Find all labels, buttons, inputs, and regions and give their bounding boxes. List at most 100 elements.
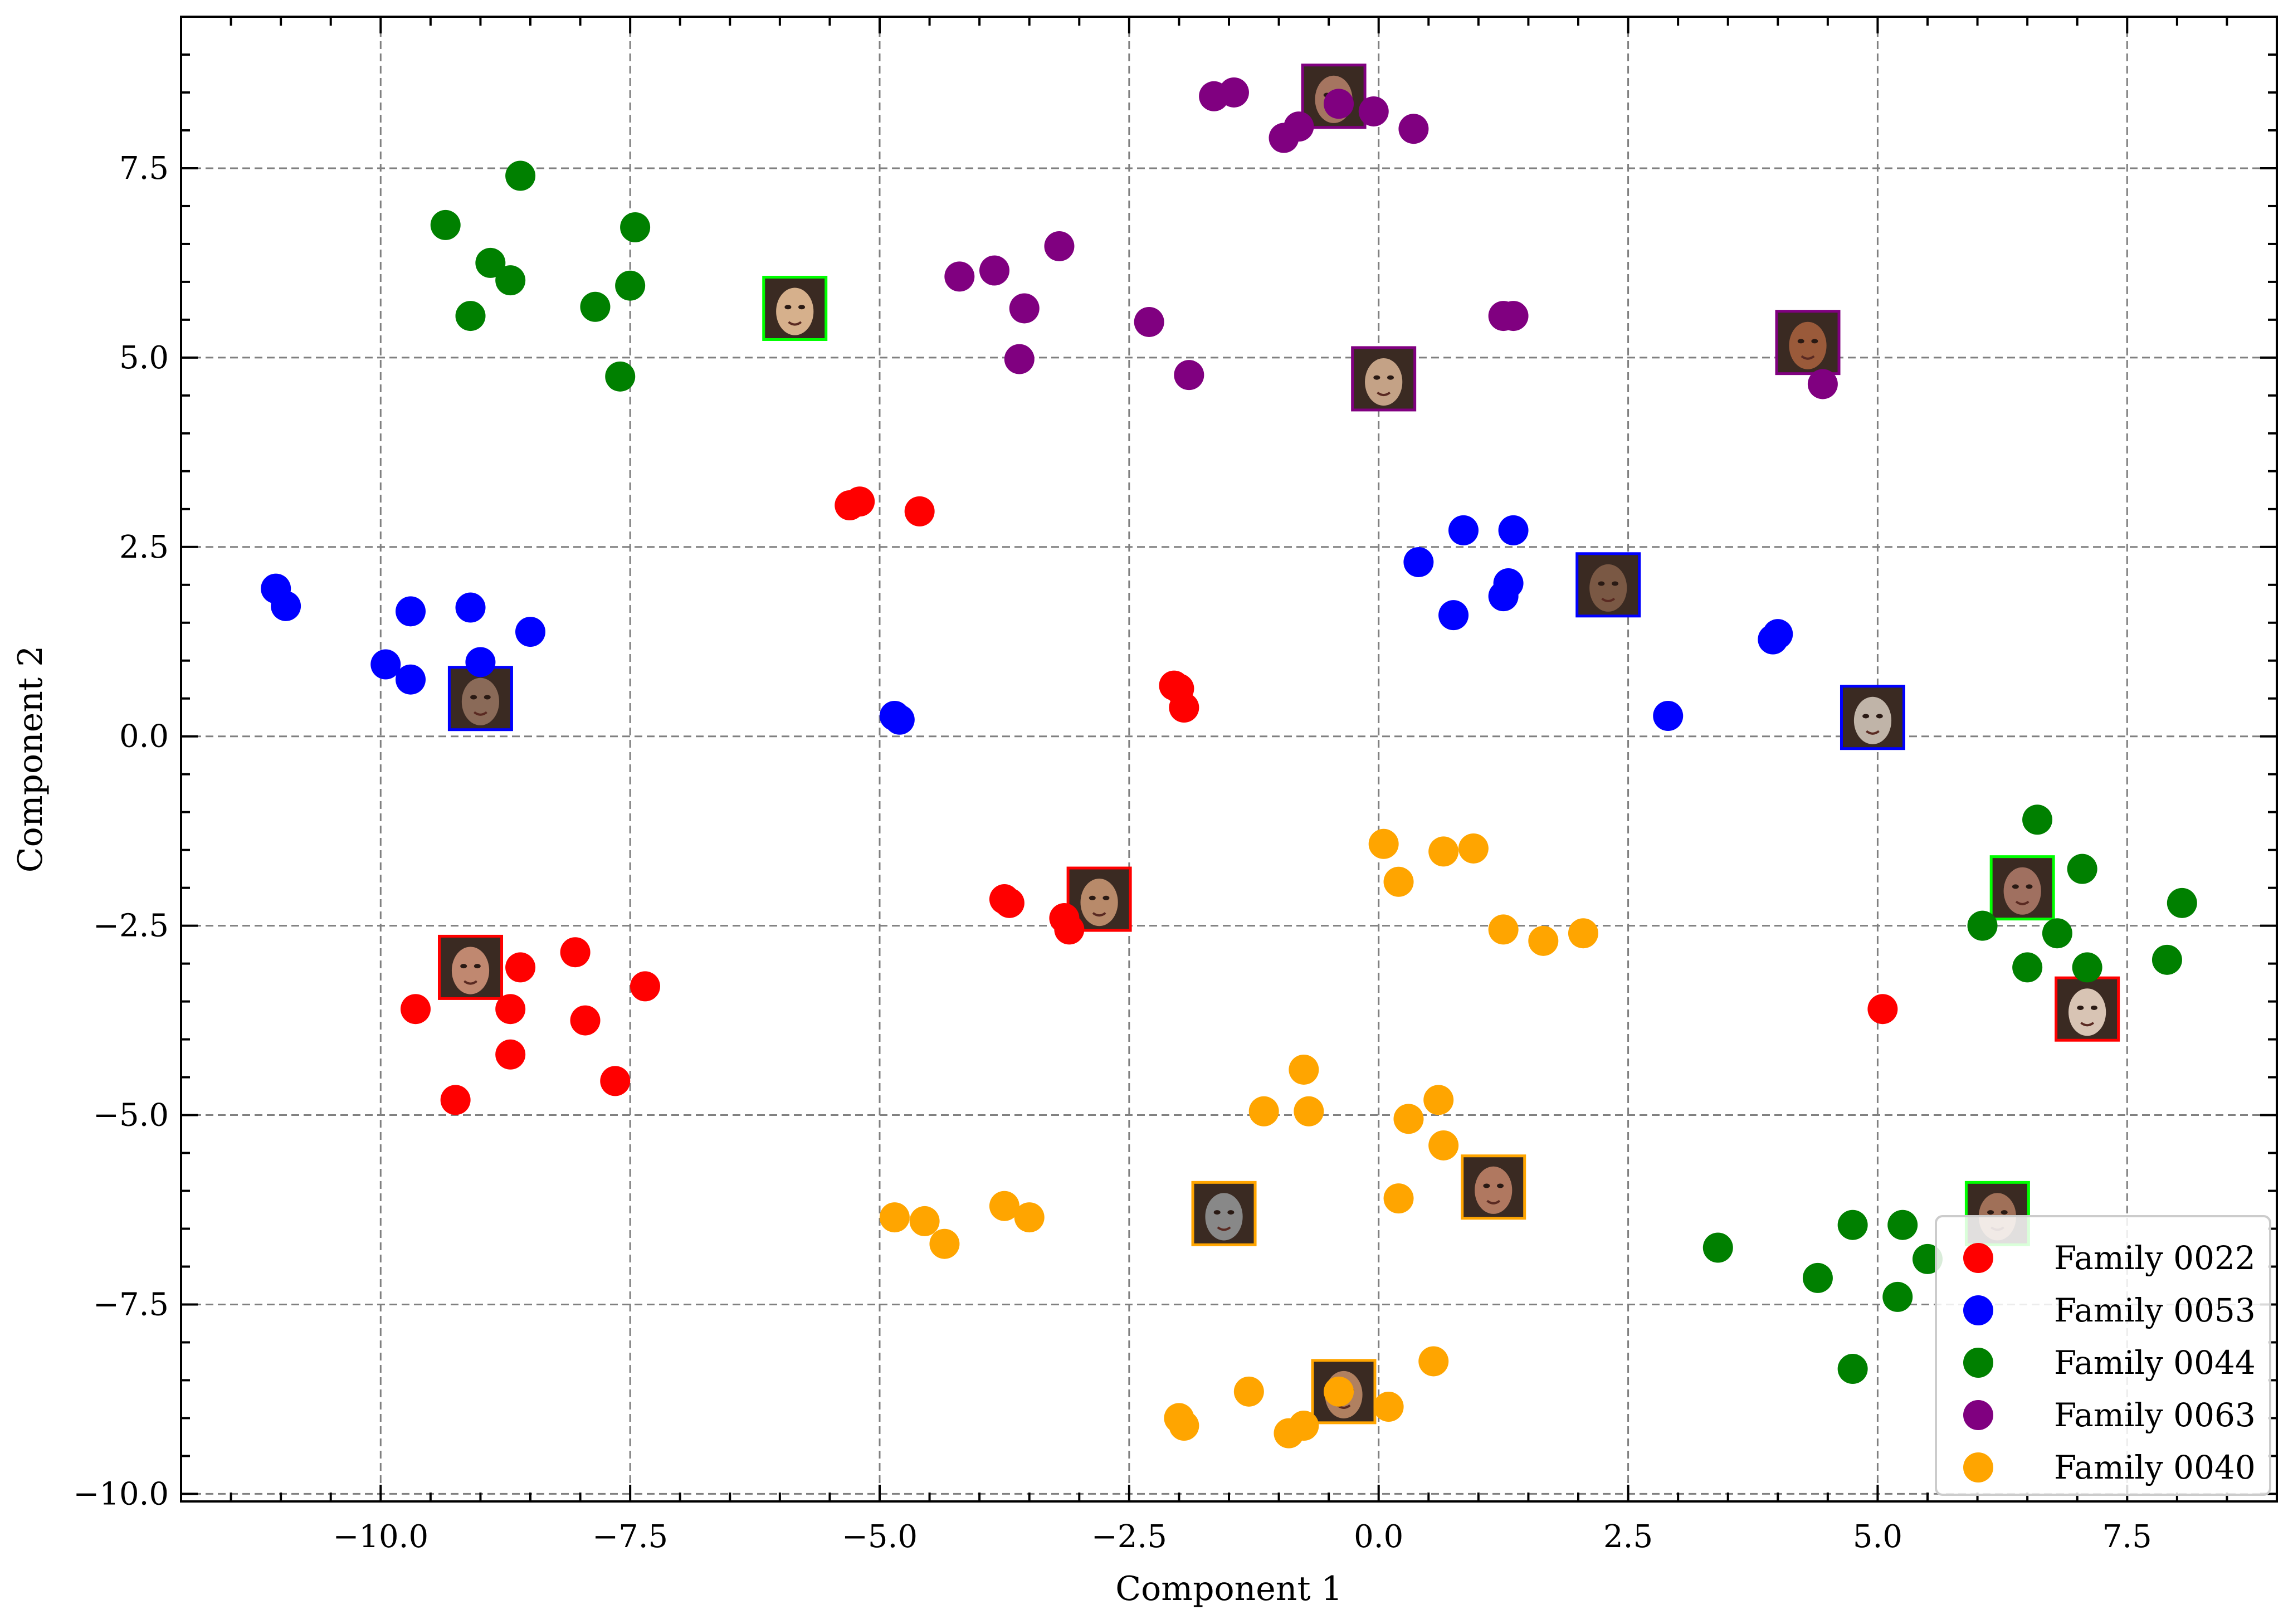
data-point (475, 247, 506, 278)
eye-right (1102, 895, 1110, 900)
eye-left (1598, 581, 1605, 586)
eye-left (460, 964, 467, 969)
face-thumbnail (1191, 1181, 1257, 1246)
y-tick-label: 2.5 (119, 529, 169, 565)
eye-left (2012, 884, 2019, 889)
eye-right (1876, 714, 1883, 719)
mouth (2015, 900, 2029, 905)
thumbnail-border (1775, 310, 1841, 375)
eye-right (1612, 581, 1619, 586)
eye-left (784, 305, 792, 310)
face-shape (2003, 867, 2041, 915)
data-point (1368, 828, 1399, 859)
data-point (1882, 1281, 1913, 1312)
data-point (1428, 836, 1459, 867)
face-thumbnail (1461, 1154, 1526, 1220)
data-point (1134, 306, 1164, 337)
data-point (1284, 111, 1314, 142)
data-point (455, 301, 486, 331)
legend-box (1935, 1215, 2271, 1496)
eye-left (1373, 375, 1380, 380)
mouth (1092, 912, 1106, 917)
data-point (1423, 1085, 1454, 1115)
data-point (994, 887, 1024, 918)
thumbnail-border (1351, 346, 1417, 412)
data-point (845, 486, 875, 517)
face-shape (1475, 1166, 1513, 1214)
data-point (1218, 77, 1249, 108)
x-tick-label: −2.5 (1091, 1519, 1167, 1555)
data-point (1383, 866, 1414, 897)
face-shape (1589, 564, 1627, 612)
y-tick-label: −7.5 (93, 1286, 169, 1323)
thumbnail-border (1575, 552, 1641, 618)
eye-left (1089, 895, 1096, 900)
data-point (630, 971, 661, 1002)
face-shape (461, 677, 500, 725)
eye-left (1213, 1210, 1221, 1215)
y-axis-label: Component 2 (11, 646, 50, 873)
data-point (1248, 1096, 1279, 1126)
thumbnail-border (1066, 866, 1132, 932)
eye-right (2026, 884, 2033, 889)
data-point (495, 265, 526, 296)
mouth (1601, 597, 1616, 602)
data-point (1702, 1232, 1733, 1263)
face-shape (1205, 1193, 1243, 1241)
data-point (2042, 918, 2072, 949)
data-point (1004, 344, 1035, 374)
series-family-0053 (261, 515, 1793, 735)
legend-marker (1963, 1348, 1993, 1378)
thumbnail-border (1989, 855, 2055, 921)
data-point (1294, 1096, 1324, 1126)
data-point (465, 647, 496, 677)
y-tick-label: −5.0 (93, 1098, 169, 1134)
data-point (1383, 1183, 1414, 1214)
data-point (570, 1005, 601, 1036)
data-point (904, 496, 935, 526)
data-point (1498, 515, 1529, 545)
data-point (505, 160, 536, 191)
eye-left (1987, 1210, 1994, 1215)
face-thumbnail (1775, 310, 1841, 375)
face-thumbnail (1989, 855, 2055, 921)
mouth (1377, 391, 1391, 397)
face-shape (2068, 988, 2106, 1036)
data-point (1393, 1104, 1424, 1134)
eye-left (2077, 1005, 2084, 1010)
face-shape (1365, 358, 1403, 406)
data-point (1807, 369, 1838, 399)
eye-right (1387, 375, 1394, 380)
face-shape (451, 947, 490, 994)
mouth (464, 980, 477, 985)
data-point (1837, 1210, 1868, 1240)
data-point (1493, 568, 1524, 599)
legend-label: Family 0022 (2054, 1239, 2256, 1277)
data-point (620, 212, 651, 242)
eye-right (484, 695, 491, 700)
data-point (560, 937, 591, 968)
data-point (944, 261, 975, 292)
data-point (505, 952, 536, 983)
legend-label: Family 0044 (2054, 1344, 2256, 1382)
data-point (979, 255, 1010, 286)
data-point (1498, 301, 1529, 331)
data-point (396, 664, 426, 695)
data-points (261, 77, 2197, 1449)
data-point (1438, 600, 1469, 631)
data-point (879, 1202, 910, 1233)
data-point (1233, 1376, 1264, 1407)
series-family-0040 (879, 828, 1598, 1449)
data-point (1169, 1411, 1199, 1441)
thumbnail-border (1311, 1359, 1377, 1425)
x-tick-label: 7.5 (2102, 1519, 2152, 1555)
series-family-0044 (430, 160, 2197, 1384)
series-family-0063 (944, 77, 1838, 399)
data-point (1009, 293, 1040, 324)
mouth (1866, 730, 1880, 735)
data-point (495, 994, 526, 1025)
data-point (1802, 1262, 1833, 1293)
data-point (1324, 1376, 1354, 1407)
data-point (1398, 114, 1429, 144)
data-point (440, 1085, 471, 1115)
